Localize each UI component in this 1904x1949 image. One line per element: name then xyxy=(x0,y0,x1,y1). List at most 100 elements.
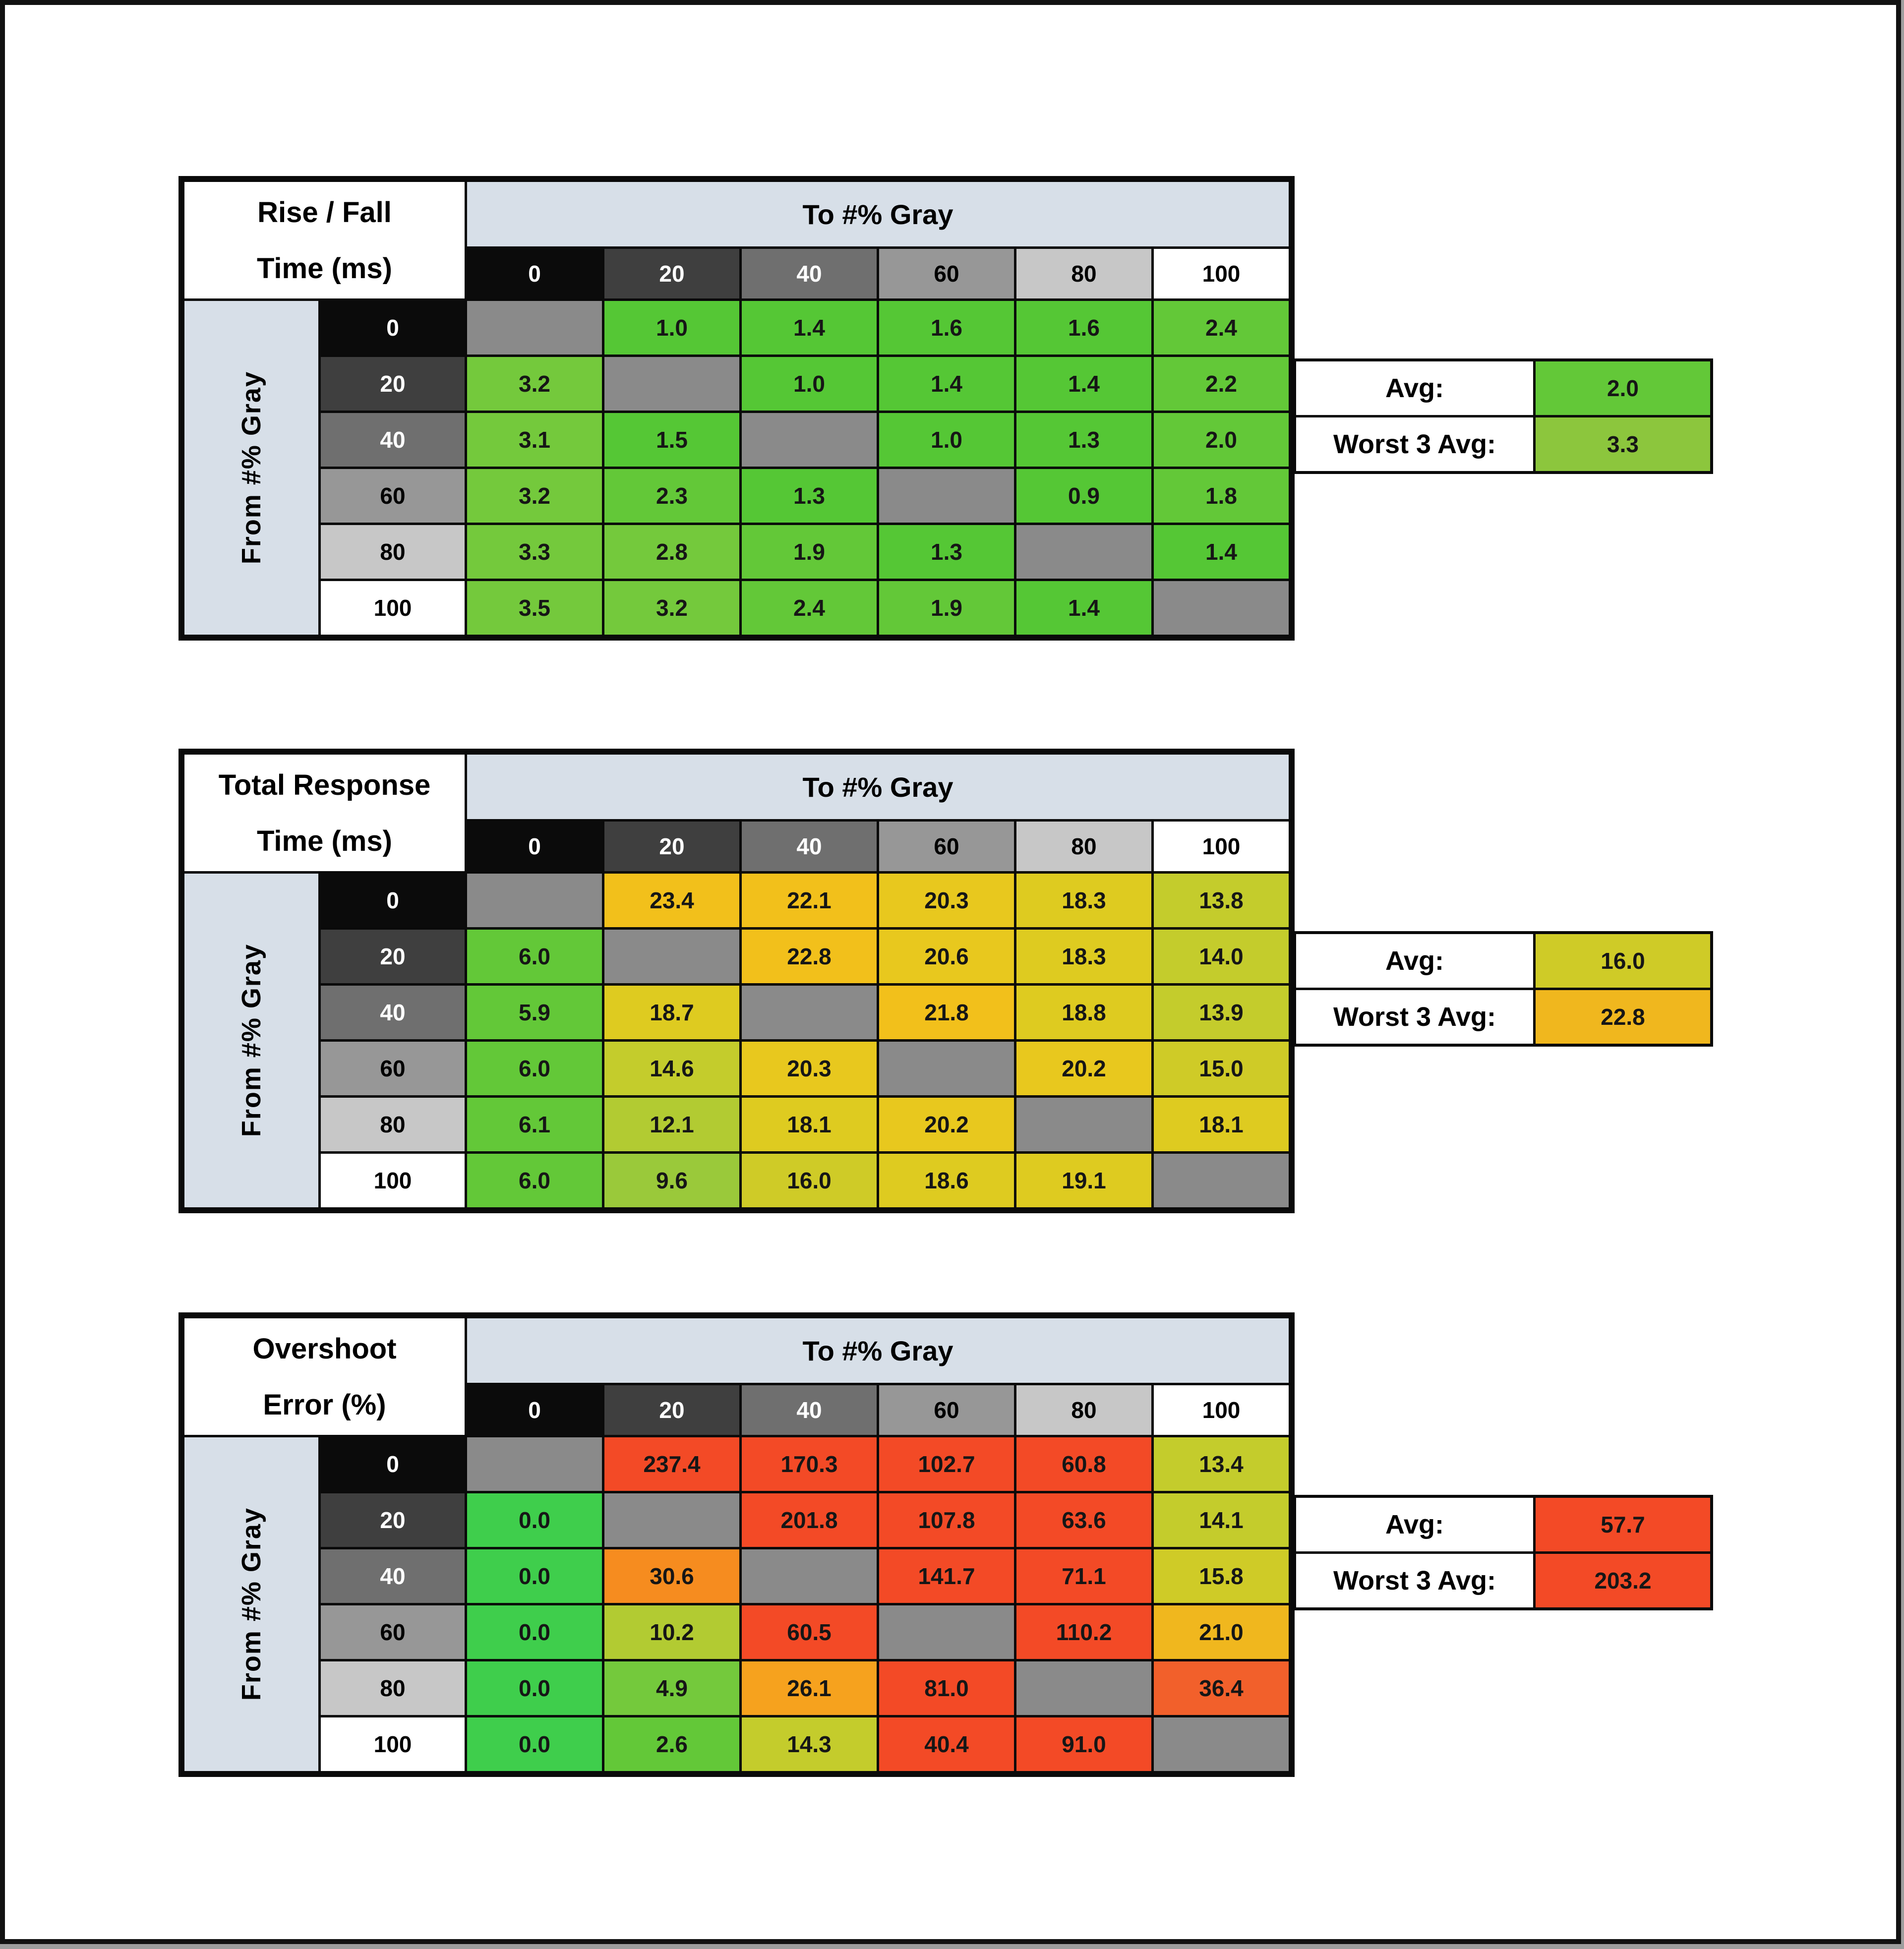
cell-from0-to100: 2.4 xyxy=(1154,301,1289,354)
cell-from40-to80: 18.8 xyxy=(1016,986,1151,1039)
diagonal-cell xyxy=(1016,1661,1151,1715)
cell-from100-to20: 9.6 xyxy=(604,1154,739,1207)
cell-from100-to60: 40.4 xyxy=(879,1717,1014,1771)
col-axis-label: To #% Gray xyxy=(467,755,1289,819)
row-header-0: 0 xyxy=(321,1437,465,1491)
cell-from0-to40: 1.4 xyxy=(742,301,877,354)
diagonal-cell xyxy=(604,357,739,411)
diagonal-cell xyxy=(1016,525,1151,579)
cell-from40-to60: 1.0 xyxy=(879,413,1014,467)
cell-from100-to80: 19.1 xyxy=(1016,1154,1151,1207)
cell-from20-to40: 1.0 xyxy=(742,357,877,411)
table-title: Overshoot Error (%) xyxy=(184,1318,465,1435)
row-header-0: 0 xyxy=(321,874,465,927)
diagonal-cell xyxy=(604,930,739,983)
worst3-value: 3.3 xyxy=(1536,417,1710,471)
cell-from20-to80: 1.4 xyxy=(1016,357,1151,411)
row-header-40: 40 xyxy=(321,986,465,1039)
cell-from0-to60: 20.3 xyxy=(879,874,1014,927)
table-title: Total Response Time (ms) xyxy=(184,755,465,871)
cell-from80-to40: 1.9 xyxy=(742,525,877,579)
cell-from60-to20: 14.6 xyxy=(604,1042,739,1095)
diagonal-cell xyxy=(467,874,602,927)
row-header-20: 20 xyxy=(321,930,465,983)
diagonal-cell xyxy=(879,1605,1014,1659)
row-header-0: 0 xyxy=(321,301,465,354)
diagonal-cell xyxy=(467,301,602,354)
table-total-response: Total Response Time (ms) To #% Gray 0 20 40 60… xyxy=(178,749,1295,1213)
cell-from0-to80: 18.3 xyxy=(1016,874,1151,927)
cell-from60-to20: 2.3 xyxy=(604,469,739,523)
cell-from20-to40: 201.8 xyxy=(742,1493,877,1547)
cell-from100-to80: 91.0 xyxy=(1016,1717,1151,1771)
cell-from40-to80: 1.3 xyxy=(1016,413,1151,467)
row-header-40: 40 xyxy=(321,1549,465,1603)
col-header-20: 20 xyxy=(604,249,739,298)
col-axis-label: To #% Gray xyxy=(467,1318,1289,1383)
cell-from20-to80: 18.3 xyxy=(1016,930,1151,983)
diagonal-cell xyxy=(742,413,877,467)
cell-from0-to20: 1.0 xyxy=(604,301,739,354)
col-header-40: 40 xyxy=(742,249,877,298)
cell-from100-to0: 3.5 xyxy=(467,581,602,635)
cell-from40-to20: 1.5 xyxy=(604,413,739,467)
worst3-value: 203.2 xyxy=(1536,1554,1710,1607)
worst3-value: 22.8 xyxy=(1536,990,1710,1044)
row-axis-band: From #% Gray xyxy=(184,301,318,635)
diagonal-cell xyxy=(1154,581,1289,635)
cell-from60-to100: 1.8 xyxy=(1154,469,1289,523)
col-header-60: 60 xyxy=(879,249,1014,298)
cell-from20-to60: 107.8 xyxy=(879,1493,1014,1547)
row-header-80: 80 xyxy=(321,1098,465,1151)
avg-value: 16.0 xyxy=(1536,934,1710,988)
avg-label: Avg: xyxy=(1296,934,1533,988)
cell-from20-to0: 0.0 xyxy=(467,1493,602,1547)
summary-total-response: Avg: 16.0 Worst 3 Avg: 22.8 xyxy=(1293,931,1713,1047)
cell-from80-to20: 12.1 xyxy=(604,1098,739,1151)
cell-from80-to100: 1.4 xyxy=(1154,525,1289,579)
table-title-line-1: Rise / Fall xyxy=(257,196,392,229)
col-header-40: 40 xyxy=(742,822,877,871)
cell-from100-to20: 2.6 xyxy=(604,1717,739,1771)
cell-from20-to0: 6.0 xyxy=(467,930,602,983)
avg-value: 57.7 xyxy=(1536,1498,1710,1551)
cell-from80-to0: 3.3 xyxy=(467,525,602,579)
row-axis-band: From #% Gray xyxy=(184,1437,318,1771)
cell-from0-to100: 13.8 xyxy=(1154,874,1289,927)
row-header-100: 100 xyxy=(321,1154,465,1207)
cell-from60-to80: 110.2 xyxy=(1016,1605,1151,1659)
table-title-line-1: Total Response xyxy=(218,768,431,801)
cell-from60-to0: 0.0 xyxy=(467,1605,602,1659)
table-rise-fall: Rise / Fall Time (ms) To #% Gray 0 20 40 60 80 1… xyxy=(178,176,1295,641)
cell-from40-to100: 15.8 xyxy=(1154,1549,1289,1603)
cell-from60-to100: 15.0 xyxy=(1154,1042,1289,1095)
diagonal-cell xyxy=(879,469,1014,523)
cell-from100-to80: 1.4 xyxy=(1016,581,1151,635)
cell-from60-to0: 3.2 xyxy=(467,469,602,523)
cell-from100-to20: 3.2 xyxy=(604,581,739,635)
col-header-0: 0 xyxy=(467,822,602,871)
col-header-80: 80 xyxy=(1016,249,1151,298)
cell-from100-to0: 6.0 xyxy=(467,1154,602,1207)
diagonal-cell xyxy=(467,1437,602,1491)
cell-from40-to80: 71.1 xyxy=(1016,1549,1151,1603)
cell-from20-to0: 3.2 xyxy=(467,357,602,411)
worst3-label: Worst 3 Avg: xyxy=(1296,990,1533,1044)
cell-from0-to60: 1.6 xyxy=(879,301,1014,354)
col-header-60: 60 xyxy=(879,822,1014,871)
row-axis-label: From #% Gray xyxy=(237,944,266,1137)
table-title-line-2: Error (%) xyxy=(263,1388,386,1421)
row-header-60: 60 xyxy=(321,1605,465,1659)
cell-from0-to80: 1.6 xyxy=(1016,301,1151,354)
avg-label: Avg: xyxy=(1296,361,1533,415)
cell-from80-to0: 0.0 xyxy=(467,1661,602,1715)
col-header-100: 100 xyxy=(1154,249,1289,298)
cell-from100-to60: 18.6 xyxy=(879,1154,1014,1207)
cell-from80-to100: 36.4 xyxy=(1154,1661,1289,1715)
row-header-100: 100 xyxy=(321,581,465,635)
cell-from20-to100: 2.2 xyxy=(1154,357,1289,411)
summary-overshoot: Avg: 57.7 Worst 3 Avg: 203.2 xyxy=(1293,1495,1713,1610)
cell-from100-to40: 14.3 xyxy=(742,1717,877,1771)
diagonal-cell xyxy=(742,1549,877,1603)
row-header-60: 60 xyxy=(321,1042,465,1095)
